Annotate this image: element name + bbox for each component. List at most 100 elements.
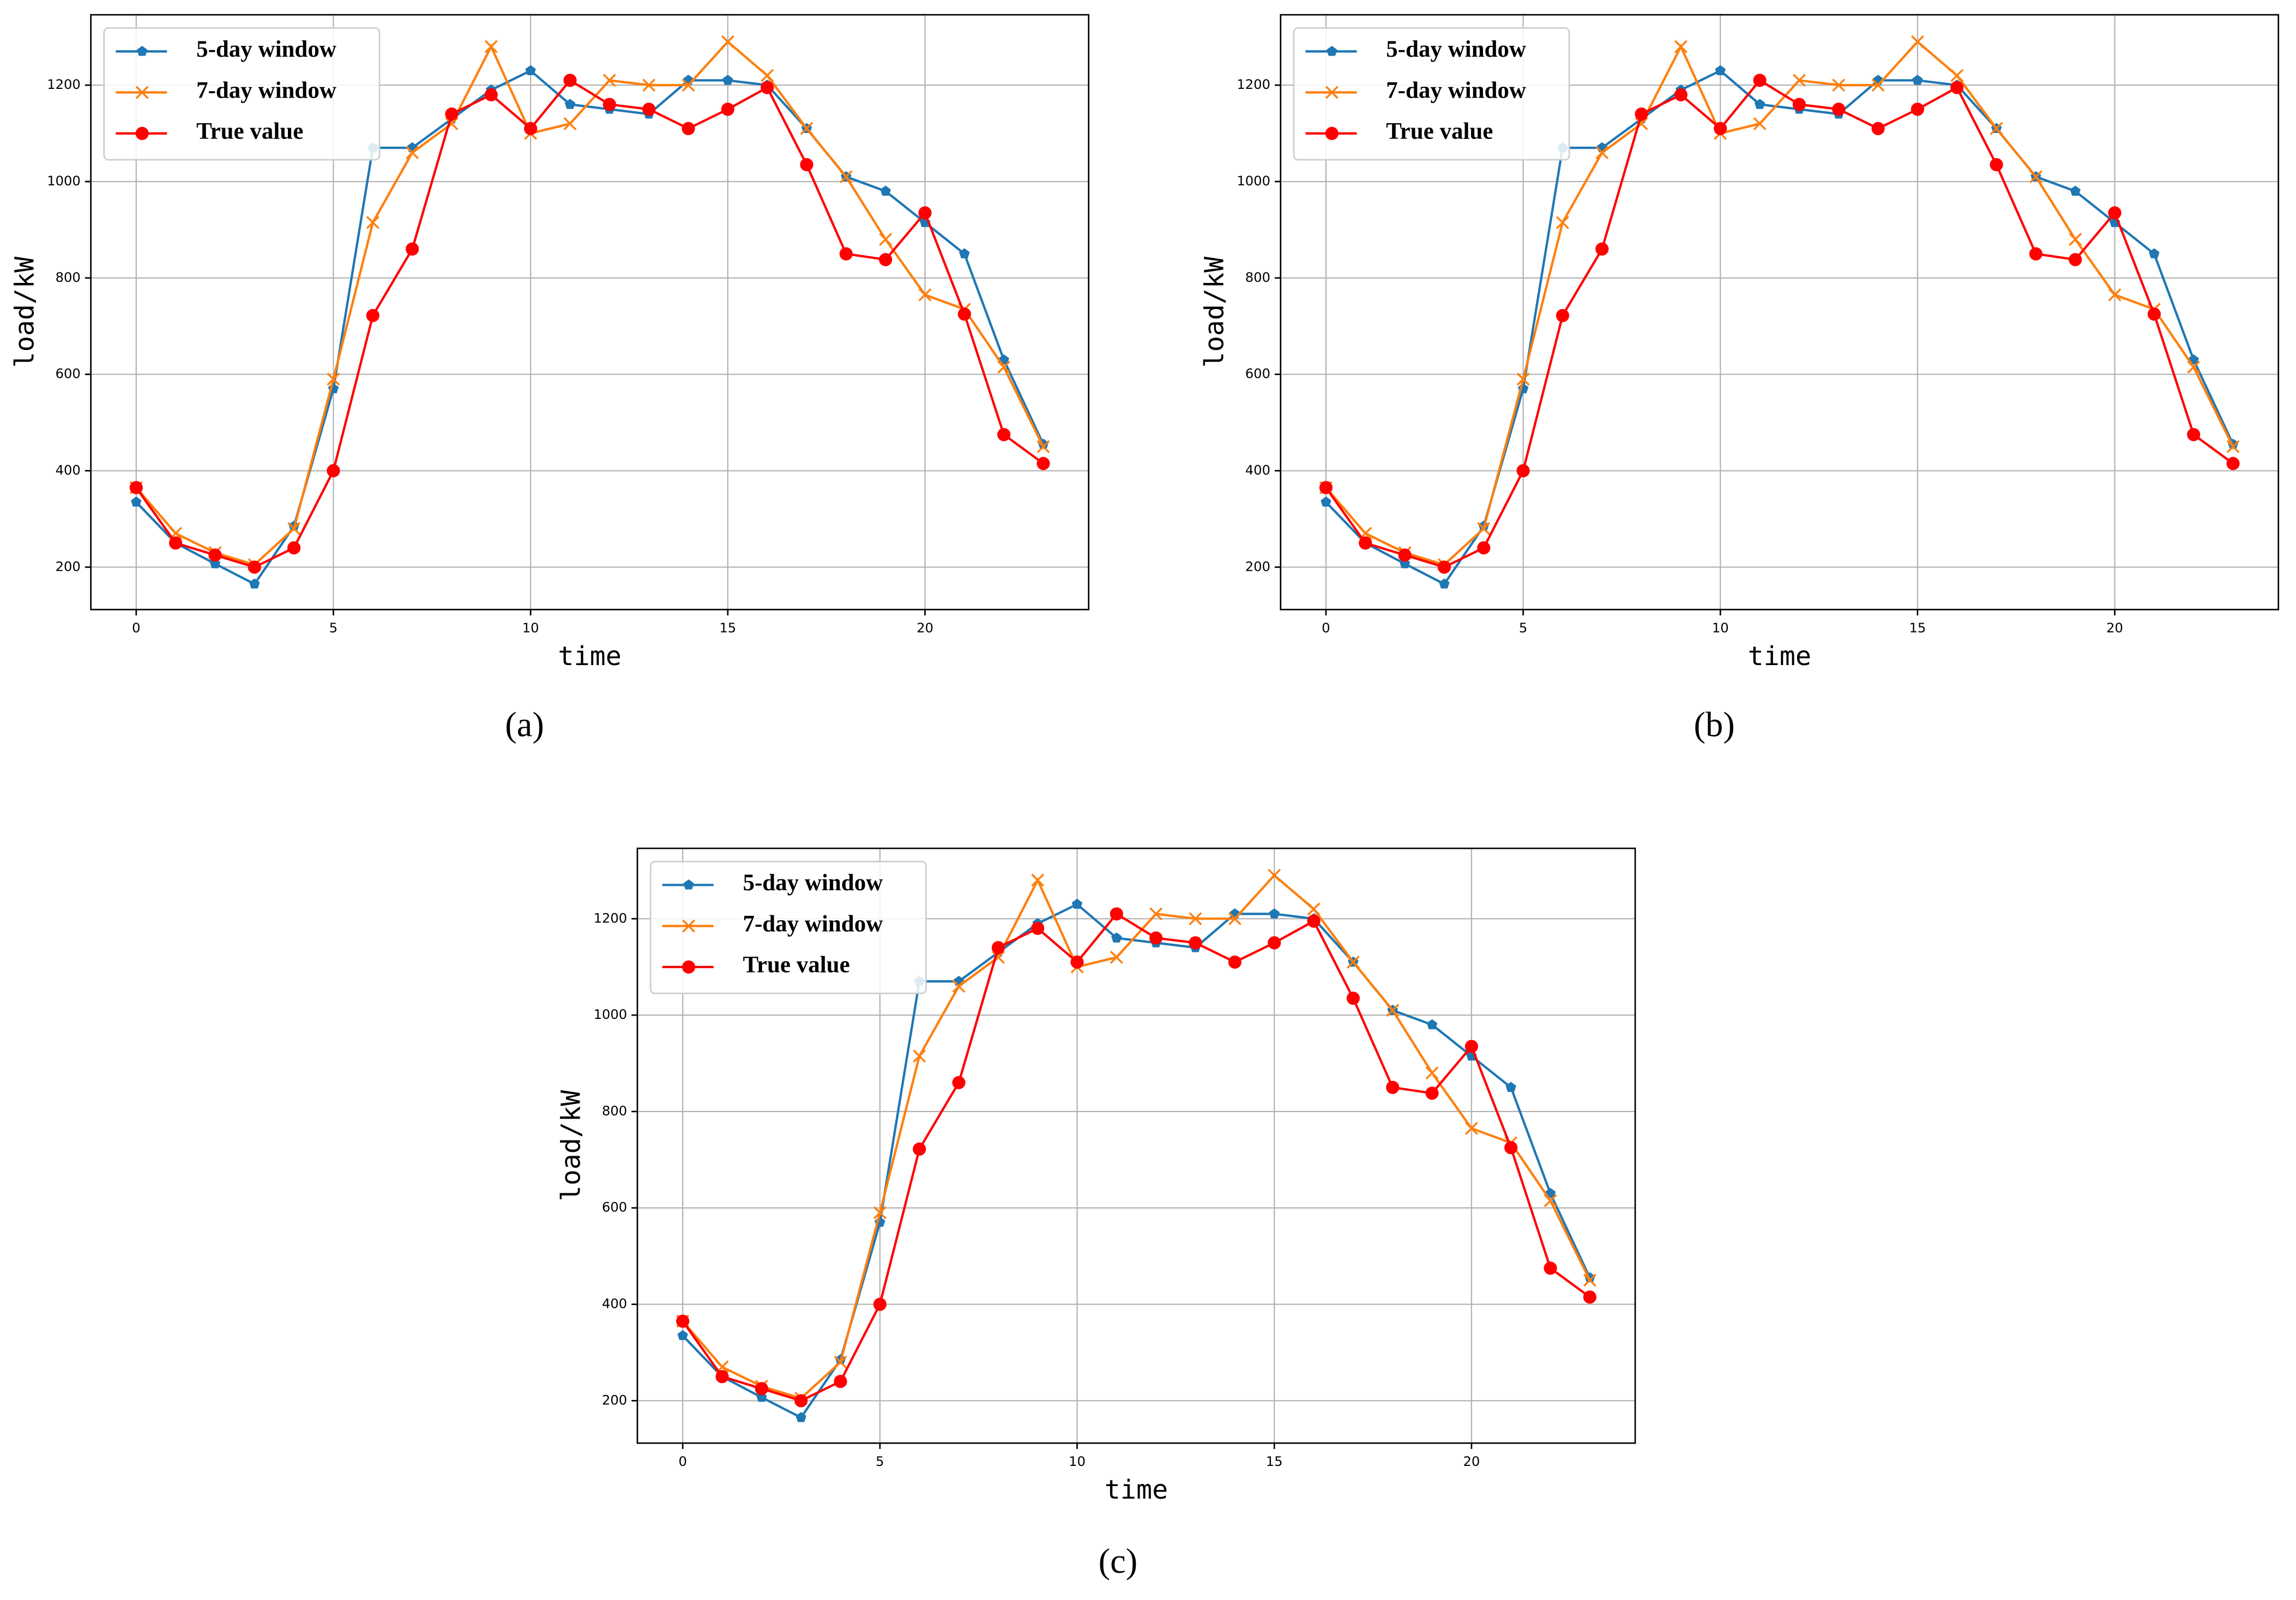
marker: [1036, 457, 1050, 470]
y-tick-label: 1000: [47, 173, 81, 189]
marker: [913, 1142, 926, 1156]
marker: [1189, 912, 1202, 926]
x-axis-label: time: [558, 641, 621, 672]
marker: [1071, 898, 1083, 909]
marker: [563, 74, 577, 87]
y-tick-label: 600: [56, 366, 81, 382]
marker: [1635, 107, 1648, 121]
x-tick-label: 20: [2106, 620, 2123, 636]
marker: [991, 941, 1005, 955]
x-tick-label: 15: [1266, 1454, 1283, 1469]
marker: [1425, 1086, 1439, 1100]
marker: [1477, 522, 1491, 535]
marker: [873, 1297, 887, 1311]
marker: [1268, 936, 1281, 950]
marker: [1031, 873, 1045, 887]
chart: 0 5 10 15 20 200 400 600 800 1000 1200 5-day window…: [556, 847, 1636, 1505]
marker: [1036, 440, 1050, 454]
legend-marker: [135, 126, 149, 140]
marker: [1319, 481, 1333, 494]
marker: [366, 309, 379, 322]
marker: [1189, 936, 1202, 950]
marker: [1753, 117, 1767, 130]
line: [682, 912, 1591, 1402]
y-axis-label: load/kW: [556, 1090, 587, 1201]
marker: [1544, 1261, 1557, 1275]
marker: [525, 65, 536, 75]
legend-marker: [135, 86, 149, 99]
y-tick-label: 800: [1245, 270, 1270, 285]
marker: [1754, 99, 1765, 109]
marker: [2029, 170, 2042, 184]
marker: [755, 1382, 768, 1396]
marker: [1871, 122, 1885, 135]
y-tick-label: 600: [1245, 366, 1270, 382]
x-tick-label: 20: [1463, 1454, 1480, 1469]
marker: [952, 1076, 966, 1089]
marker: [208, 548, 222, 562]
marker: [1465, 1040, 1478, 1053]
marker: [1583, 1273, 1596, 1287]
marker: [1504, 1141, 1518, 1155]
legend-label: True value: [743, 952, 849, 978]
marker: [602, 74, 616, 87]
marker: [564, 99, 576, 109]
marker: [1911, 35, 1924, 49]
line: [682, 873, 1591, 1400]
marker: [1832, 102, 1846, 116]
x-tick-label: 5: [876, 1454, 884, 1469]
marker: [327, 464, 340, 478]
legend-marker: [1325, 86, 1339, 99]
marker: [2187, 360, 2201, 374]
marker: [1346, 992, 1360, 1005]
marker: [2108, 206, 2122, 220]
plot-frame: [90, 14, 1090, 611]
y-axis-label: load/kW: [9, 256, 40, 368]
marker: [2070, 185, 2081, 196]
legend-box: [649, 861, 927, 994]
marker: [959, 248, 970, 258]
caption: (a): [505, 705, 544, 744]
line: [135, 79, 1044, 569]
marker: [1110, 951, 1123, 964]
marker: [721, 102, 734, 116]
x-tick-label: 5: [1519, 620, 1527, 636]
line: [135, 40, 1045, 566]
marker: [682, 79, 695, 92]
marker: [1149, 931, 1163, 945]
x-tick-label: 15: [719, 620, 736, 636]
plot-frame: [636, 847, 1636, 1444]
marker: [131, 496, 142, 507]
legend-label: 5-day window: [743, 870, 883, 896]
marker: [918, 206, 932, 220]
marker: [834, 1374, 847, 1388]
marker: [721, 35, 734, 49]
legend-label: 7-day window: [196, 77, 336, 103]
marker: [1425, 1066, 1439, 1080]
marker: [676, 1314, 690, 1328]
marker: [2226, 457, 2240, 470]
marker: [2029, 247, 2042, 261]
marker: [1715, 65, 1726, 75]
marker: [1792, 98, 1806, 111]
marker: [1426, 1019, 1438, 1030]
marker: [761, 81, 774, 94]
marker: [1990, 158, 2003, 172]
legend-marker: [1327, 46, 1337, 56]
x-axis-label: time: [1747, 641, 1811, 672]
marker: [1228, 955, 1242, 969]
marker: [879, 233, 893, 246]
marker: [1439, 578, 1450, 589]
legend-marker: [683, 879, 694, 890]
marker: [366, 216, 379, 230]
plot-frame: [1280, 14, 2280, 611]
y-tick-label: 1000: [1237, 173, 1270, 189]
marker: [2108, 288, 2122, 301]
marker: [796, 1412, 806, 1422]
marker: [327, 372, 340, 386]
y-tick-label: 200: [1245, 559, 1270, 574]
marker: [1386, 1004, 1400, 1017]
marker: [1516, 464, 1530, 478]
legend-marker: [682, 960, 696, 974]
